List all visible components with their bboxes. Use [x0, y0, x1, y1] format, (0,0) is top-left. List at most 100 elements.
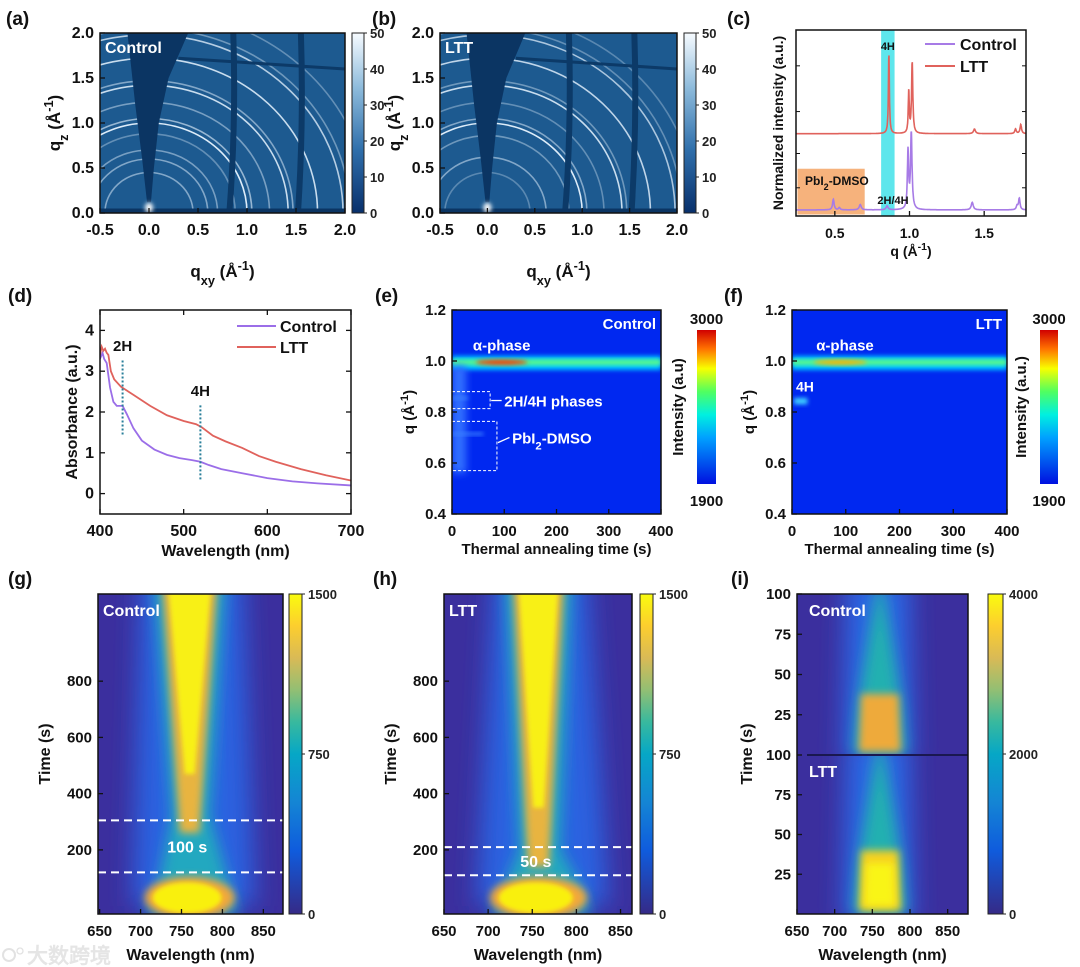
y-tick-label: 800	[67, 673, 92, 690]
x-axis-label: qxy (Å-1)	[190, 258, 254, 288]
y-axis-label: q (Å-1)	[399, 390, 418, 434]
x-axis-label: qxy (Å-1)	[526, 258, 590, 288]
y-tick-label: 50	[774, 667, 791, 684]
panel-b: (b)LTT-0.5 0.0 0.5 1.0 1.5 2.00.00.51.01.52.0…	[372, 9, 716, 288]
colorbar-tick-label: 0	[1009, 907, 1016, 922]
colorbar: 0 10 20 30 40 50	[683, 26, 716, 221]
2h4h-label: 2H/4H	[877, 195, 908, 207]
x-tick-label: 500	[170, 523, 197, 540]
x-tick-label: 1.5	[974, 225, 994, 241]
emission-high	[858, 693, 901, 752]
y-tick-label: 1.2	[765, 302, 786, 319]
y-tick-label: 600	[67, 729, 92, 746]
plot-area	[796, 30, 1026, 216]
y-tick-label: 0.4	[765, 506, 787, 523]
y-tick-label: 75	[774, 626, 791, 643]
y-tick-label: 1	[85, 445, 94, 462]
panel-letter: (g)	[8, 569, 32, 590]
colorbar-tick-label: 10	[370, 170, 384, 185]
x-axis-label: Wavelength (nm)	[474, 947, 602, 964]
colorbar-gradient	[639, 593, 654, 915]
colorbar-tick-label: 750	[308, 747, 330, 762]
y-tick-label: 1.5	[72, 70, 94, 87]
alpha-band	[452, 359, 661, 365]
colorbar-tick-label: 0	[308, 907, 315, 922]
y-tick-label: 0.8	[765, 404, 786, 421]
sample-label: Control	[105, 40, 162, 57]
sample-label: Control	[103, 603, 160, 620]
x-tick-label: 200	[887, 523, 912, 540]
emission-peak	[864, 863, 895, 907]
panel-e: (e) 2H/4H phases PbI2-DMSO α-phase Control 0 1…	[375, 286, 723, 558]
legend-label: LTT	[280, 340, 308, 357]
colorbar: 0 750 1500	[288, 587, 337, 922]
pl-map-control	[797, 594, 968, 755]
alpha-phase-label: α-phase	[816, 337, 874, 354]
x-tick-label: 850	[251, 923, 276, 940]
colorbar-label: Intensity (a.u.)	[1013, 356, 1030, 458]
panel-letter: (e)	[375, 286, 398, 307]
horizon-band	[440, 208, 677, 213]
2h4h-signal	[452, 396, 468, 400]
colorbar-tick-label: 50	[702, 26, 716, 41]
4h-signal	[794, 397, 808, 405]
colorbar-gradient	[288, 593, 303, 915]
map-background	[792, 310, 1007, 514]
emission-peak	[519, 594, 558, 808]
x-tick-label: 2.0	[666, 222, 688, 239]
x-tick-label: 600	[254, 523, 281, 540]
onset-peak	[498, 882, 573, 914]
x-tick-label: 750	[860, 923, 885, 940]
sample-label: LTT	[976, 316, 1002, 333]
colorbar-tick-label: 1500	[308, 587, 337, 602]
sample-label: Control	[809, 603, 866, 620]
x-tick-label: 850	[935, 923, 960, 940]
x-tick-label: 100	[833, 523, 858, 540]
colorbar: 3000 1900 Intensity (a.u.)	[1013, 311, 1066, 510]
onset-peak	[152, 882, 222, 914]
horizon-band	[100, 208, 345, 213]
series-line-control	[100, 350, 351, 487]
watermark-logo-icon	[16, 947, 24, 955]
interval-label: 50 s	[520, 854, 551, 871]
colorbar-tick-label: 20	[702, 134, 716, 149]
marker-label: 4H	[191, 383, 210, 400]
detector-gap	[178, 56, 345, 71]
y-tick-label: 600	[413, 729, 438, 746]
intensity-map	[452, 310, 661, 514]
y-axis-label: qz (Å-1)	[41, 95, 71, 151]
x-axis-label: Wavelength (nm)	[161, 543, 289, 560]
x-tick-label: 0.5	[524, 222, 546, 239]
colorbar: 0 2000 4000	[987, 587, 1038, 922]
x-tick-label: 100	[492, 523, 517, 540]
panel-letter: (h)	[373, 569, 397, 590]
y-tick-label: 100	[766, 747, 791, 764]
x-tick-label: 750	[169, 923, 194, 940]
x-tick-label: 0	[788, 523, 796, 540]
emission-peak	[168, 594, 211, 774]
interval-label: 100 s	[167, 839, 207, 856]
colorbar-min-label: 1900	[1032, 493, 1065, 510]
y-tick-label: 200	[413, 842, 438, 859]
colorbar-tick-label: 2000	[1009, 747, 1038, 762]
x-tick-label: 0.0	[138, 222, 160, 239]
series-line-ltt	[100, 343, 351, 482]
colorbar-label: Intensity (a.u)	[670, 358, 687, 456]
y-tick-label: 1.0	[412, 115, 434, 132]
x-tick-label: 0.5	[825, 225, 845, 241]
panel-letter: (i)	[731, 569, 749, 590]
y-tick-label: 0.5	[412, 160, 434, 177]
pl-map-ltt	[797, 755, 968, 914]
phases-label: 2H/4H phases	[504, 394, 602, 411]
colorbar: 3000 1900 Intensity (a.u)	[670, 311, 723, 510]
x-tick-label: 700	[822, 923, 847, 940]
y-tick-label: 4	[85, 322, 94, 339]
x-tick-label: 750	[520, 923, 545, 940]
colorbar-tick-label: 750	[659, 747, 681, 762]
sample-label: LTT	[809, 764, 837, 781]
y-tick-label: 200	[67, 842, 92, 859]
panel-d: (d) 2H 4H Control LTT 400 500 600 700 0 1 2 3 4 Wavele…	[8, 286, 364, 560]
y-axis-label: q (Å-1)	[739, 390, 758, 434]
panel-g: (g) 100 s Control 650 700 750 800 850 200 400 600 8…	[8, 569, 337, 964]
